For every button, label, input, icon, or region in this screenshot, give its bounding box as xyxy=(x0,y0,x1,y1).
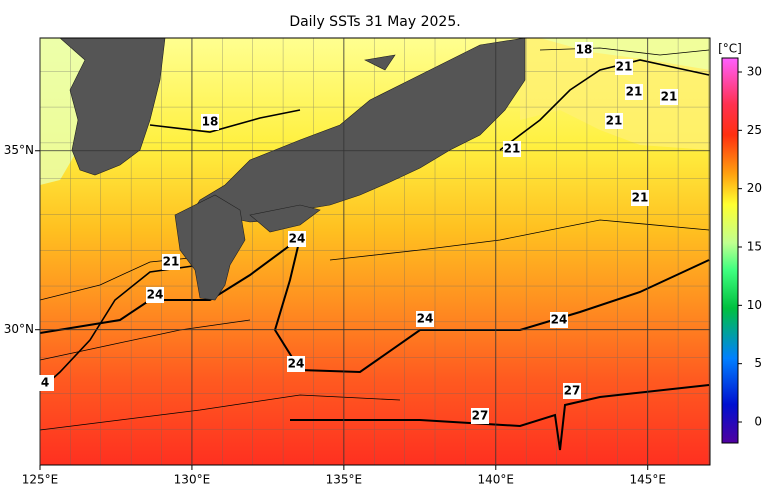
contour-label-box xyxy=(162,254,180,270)
contour-label-box xyxy=(503,141,521,157)
contour-label-box xyxy=(615,59,633,75)
contour-label-box xyxy=(625,84,643,100)
contour-label: 21 xyxy=(626,85,643,99)
contour-label: 24 xyxy=(551,313,568,327)
contour-label-box xyxy=(36,375,54,391)
contour-label: 18 xyxy=(202,115,219,129)
lon-tick-label: 145°E xyxy=(629,473,666,487)
contour-label: 21 xyxy=(661,90,678,104)
contour-label: 4 xyxy=(41,376,49,390)
contour-label: 24 xyxy=(288,357,305,371)
contour-label-box xyxy=(288,231,306,247)
contour-label-box xyxy=(631,190,649,206)
lon-tick-label: 130°E xyxy=(174,473,211,487)
colorbar-tick-label: 10 xyxy=(747,298,762,312)
contour-label-box xyxy=(575,42,593,58)
contour-label-box xyxy=(471,408,489,424)
contour-label: 18 xyxy=(576,43,593,57)
colorbar-tick-label: 25 xyxy=(747,123,762,137)
contour-label-box xyxy=(416,311,434,327)
contour-label: 21 xyxy=(504,142,521,156)
colorbar-tick-label: 5 xyxy=(754,356,762,370)
title: Daily SSTs 31 May 2025. xyxy=(289,14,460,30)
contour-label-box xyxy=(660,89,678,105)
colorbar-tick-label: 30 xyxy=(747,65,762,79)
lat-tick-label: 30°N xyxy=(4,322,34,336)
lon-tick-label: 140°E xyxy=(478,473,515,487)
lon-tick-label: 135°E xyxy=(326,473,363,487)
contour-label: 24 xyxy=(147,288,164,302)
colorbar-tick-label: 20 xyxy=(747,181,762,195)
contour-label: 21 xyxy=(163,255,180,269)
lon-tick-label: 125°E xyxy=(22,473,59,487)
colorbar xyxy=(721,57,739,444)
contour-label: 21 xyxy=(606,114,623,128)
contour-label: 24 xyxy=(289,232,306,246)
contour-label: 21 xyxy=(632,191,649,205)
contour-label: 21 xyxy=(616,60,633,74)
contour-label-box xyxy=(605,113,623,129)
contour-label: 27 xyxy=(564,384,581,398)
contour-label-box xyxy=(287,356,305,372)
contour-label: 27 xyxy=(472,409,489,423)
contour-label: 24 xyxy=(417,312,434,326)
contour-label-box xyxy=(146,287,164,303)
contour-label-box xyxy=(563,383,581,399)
land xyxy=(59,38,526,301)
lat-tick-label: 35°N xyxy=(4,143,34,157)
map-area xyxy=(40,38,710,465)
colorbar-unit: [°C] xyxy=(718,42,742,56)
colorbar-tick-label: 0 xyxy=(754,415,762,429)
contour-label-box xyxy=(550,312,568,328)
cool-region xyxy=(520,38,710,150)
colorbar-tick-label: 15 xyxy=(747,240,762,254)
contour-label-box xyxy=(201,114,219,130)
